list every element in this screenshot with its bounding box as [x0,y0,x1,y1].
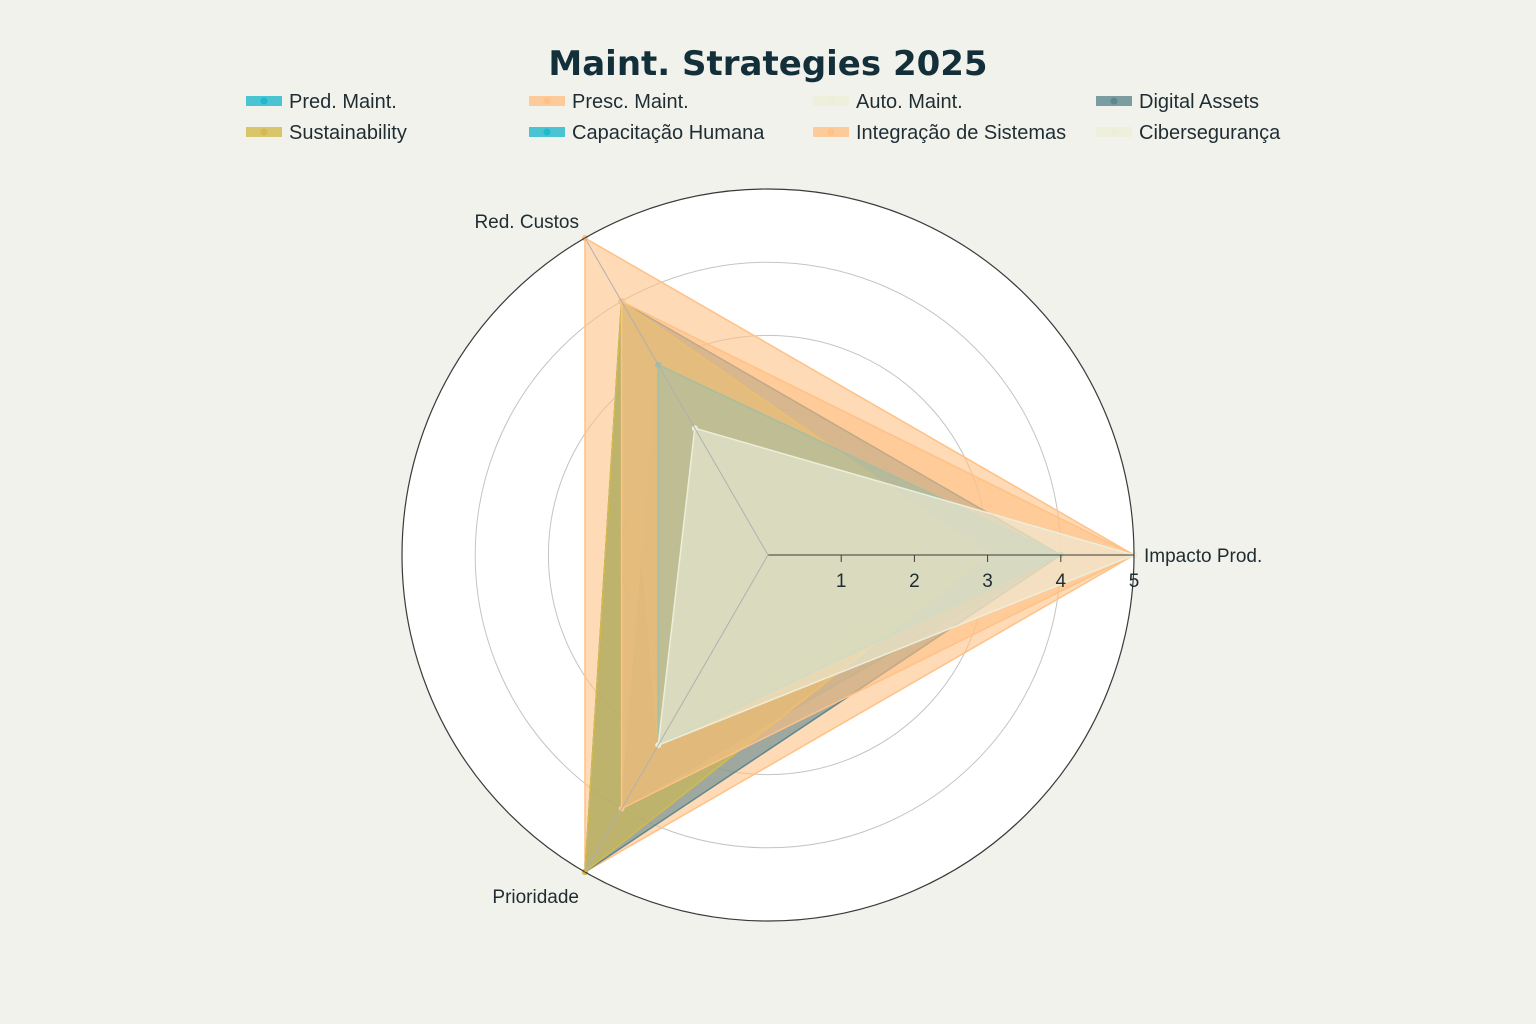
legend-label-4: Digital Assets [1139,91,1259,113]
legend-marker-1 [260,97,268,105]
legend: Pred. Maint. Presc. Maint. Auto. Maint. Dig… [246,91,1281,144]
chart-title: Maint. Strategies 2025 [548,44,987,84]
tick-label-5: 5 [1129,571,1140,592]
tick-label-1: 1 [836,571,847,592]
tick-label-2: 2 [909,571,920,592]
axis-label-1: Impacto Prod. [1144,546,1262,567]
legend-marker-2 [543,97,551,105]
legend-label-2: Presc. Maint. [572,91,689,113]
legend-marker-3 [827,97,835,105]
legend-marker-6 [543,128,551,136]
legend-item-5: Sustainability [246,122,407,144]
legend-label-7: Integração de Sistemas [856,122,1066,144]
axis-line-2 [584,237,769,556]
legend-marker-4 [1110,97,1118,105]
axis-label-3: Prioridade [492,887,579,908]
axis-layer: Impacto Prod. Red. Custos Prioridade 1 2 3 4 5 [401,188,1262,922]
legend-marker-5 [260,128,268,136]
legend-label-8: Cibersegurança [1139,122,1281,144]
legend-label-6: Capacitação Humana [572,122,765,144]
series-area-8 [657,427,1135,746]
tick-label-3: 3 [982,571,993,592]
legend-item-2: Presc. Maint. [529,91,689,113]
legend-item-3: Auto. Maint. [813,91,963,113]
legend-item-4: Digital Assets [1096,91,1259,113]
legend-item-7: Integração de Sistemas [813,122,1066,144]
legend-marker-7 [827,128,835,136]
legend-item-8: Cibersegurança [1096,122,1281,144]
legend-label-5: Sustainability [289,122,407,144]
axis-line-3 [584,554,769,873]
legend-item-1: Pred. Maint. [246,91,397,113]
legend-label-3: Auto. Maint. [856,91,963,113]
axis-label-2: Red. Custos [474,212,579,233]
legend-marker-8 [1110,128,1118,136]
legend-item-6: Capacitação Humana [529,122,765,144]
legend-label-1: Pred. Maint. [289,91,397,113]
tick-label-4: 4 [1056,571,1067,592]
